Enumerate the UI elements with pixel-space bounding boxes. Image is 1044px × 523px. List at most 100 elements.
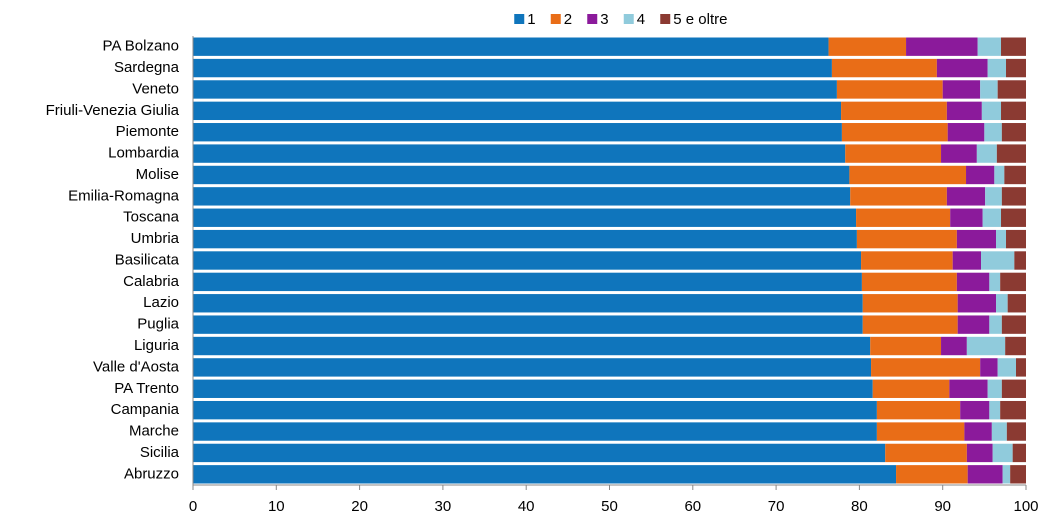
bar-segment	[1006, 422, 1026, 441]
legend-swatch	[514, 14, 525, 24]
bar-segment	[193, 443, 886, 463]
bar-segment	[193, 294, 863, 313]
bar-segment	[996, 144, 1026, 163]
bar-segment	[849, 165, 967, 185]
bar-segment	[981, 101, 1002, 121]
bar-segment	[193, 101, 842, 121]
bar-segment	[193, 229, 857, 249]
y-tick-label: Sicilia	[140, 444, 180, 461]
bar-segment	[967, 465, 1003, 484]
bar-segment	[1002, 465, 1011, 484]
bar-segment	[966, 443, 993, 463]
bar-segment	[896, 465, 968, 484]
bar-segment	[193, 58, 832, 78]
bar-segment	[876, 422, 965, 441]
bar-segment	[992, 443, 1013, 463]
bar-segment	[987, 58, 1007, 78]
bar-segment	[941, 336, 967, 356]
bar-segment	[991, 422, 1007, 441]
bar-segment	[957, 315, 990, 334]
bar-segment	[870, 336, 942, 356]
x-tick-label: 90	[934, 498, 951, 515]
bar-segment	[946, 187, 986, 206]
bar-segment	[1014, 251, 1026, 270]
bar-segment	[885, 443, 967, 463]
bar-segment	[193, 422, 877, 441]
legend-swatch	[623, 14, 634, 24]
bar-segment	[985, 187, 1002, 206]
bar-segment	[1006, 58, 1026, 78]
bar-segment	[828, 37, 907, 56]
y-tick-label: Puglia	[137, 316, 179, 333]
bar-segment	[1004, 165, 1026, 185]
bar-segment	[193, 251, 862, 270]
x-tick-label: 0	[189, 498, 197, 515]
bar-segment	[1001, 208, 1026, 227]
y-tick-label: Calabria	[123, 273, 180, 290]
y-tick-label: Campania	[111, 401, 180, 418]
bar-segment	[942, 80, 981, 99]
bar-segment	[994, 165, 1005, 185]
y-tick-label: Veneto	[132, 80, 179, 97]
bar-segment	[984, 123, 1002, 142]
bar-segment	[1000, 400, 1026, 420]
bar-segment	[193, 187, 851, 206]
y-tick-label: Toscana	[123, 209, 180, 226]
x-tick-label: 70	[768, 498, 785, 515]
bar-segment	[996, 294, 1008, 313]
bar-segment	[947, 123, 985, 142]
bar-segment	[950, 208, 983, 227]
y-tick-label: Valle d'Aosta	[93, 358, 180, 375]
legend-swatch	[550, 14, 561, 24]
bar-segment	[871, 358, 981, 377]
bar-segment	[952, 251, 982, 270]
bar-segment	[987, 379, 1002, 398]
bar-segment	[989, 400, 1001, 420]
bar-segment	[1001, 37, 1026, 56]
y-tick-label: PA Bolzano	[103, 38, 179, 55]
bar-segment	[996, 229, 1007, 249]
bar-segment	[193, 336, 871, 356]
y-tick-label: Molise	[136, 166, 179, 183]
bar-segment	[1001, 101, 1026, 121]
y-tick-label: PA Trento	[114, 380, 179, 397]
bar-segment	[872, 379, 950, 398]
bar-segment	[966, 165, 995, 185]
y-tick-label: Marche	[129, 423, 179, 440]
bar-segment	[862, 315, 958, 334]
bar-segment	[1001, 315, 1026, 334]
bar-segment	[1000, 272, 1026, 292]
bar-segment	[977, 37, 1002, 56]
bar-segment	[989, 272, 1001, 292]
x-tick-label: 100	[1013, 498, 1038, 515]
bar-segment	[981, 251, 1015, 270]
bar-segment	[193, 208, 857, 227]
bar-segment	[1012, 443, 1026, 463]
bar-segment	[836, 80, 943, 99]
bar-segment	[976, 144, 997, 163]
y-tick-label: Basilicata	[115, 251, 180, 268]
bar-segment	[1001, 123, 1026, 142]
bar-segment	[946, 101, 982, 121]
legend-label: 3	[600, 11, 608, 28]
y-tick-label: Lazio	[143, 294, 179, 311]
bar-segment	[906, 37, 978, 56]
bar-segment	[193, 144, 846, 163]
y-tick-label: Emilia-Romagna	[68, 187, 180, 204]
bar-segment	[1001, 187, 1026, 206]
bar-segment	[980, 358, 998, 377]
bar-segment	[956, 229, 997, 249]
bar-segment	[941, 144, 977, 163]
x-tick-label: 10	[268, 498, 285, 515]
bar-segment	[997, 80, 1026, 99]
bar-segment	[861, 272, 957, 292]
bar-segment	[193, 37, 829, 56]
bar-segment	[841, 101, 947, 121]
bar-segment	[949, 379, 988, 398]
legend-swatch	[660, 14, 671, 24]
x-tick-label: 40	[518, 498, 535, 515]
bar-segment	[1007, 294, 1026, 313]
bar-segment	[1001, 379, 1026, 398]
y-tick-label: Piemonte	[116, 123, 179, 140]
